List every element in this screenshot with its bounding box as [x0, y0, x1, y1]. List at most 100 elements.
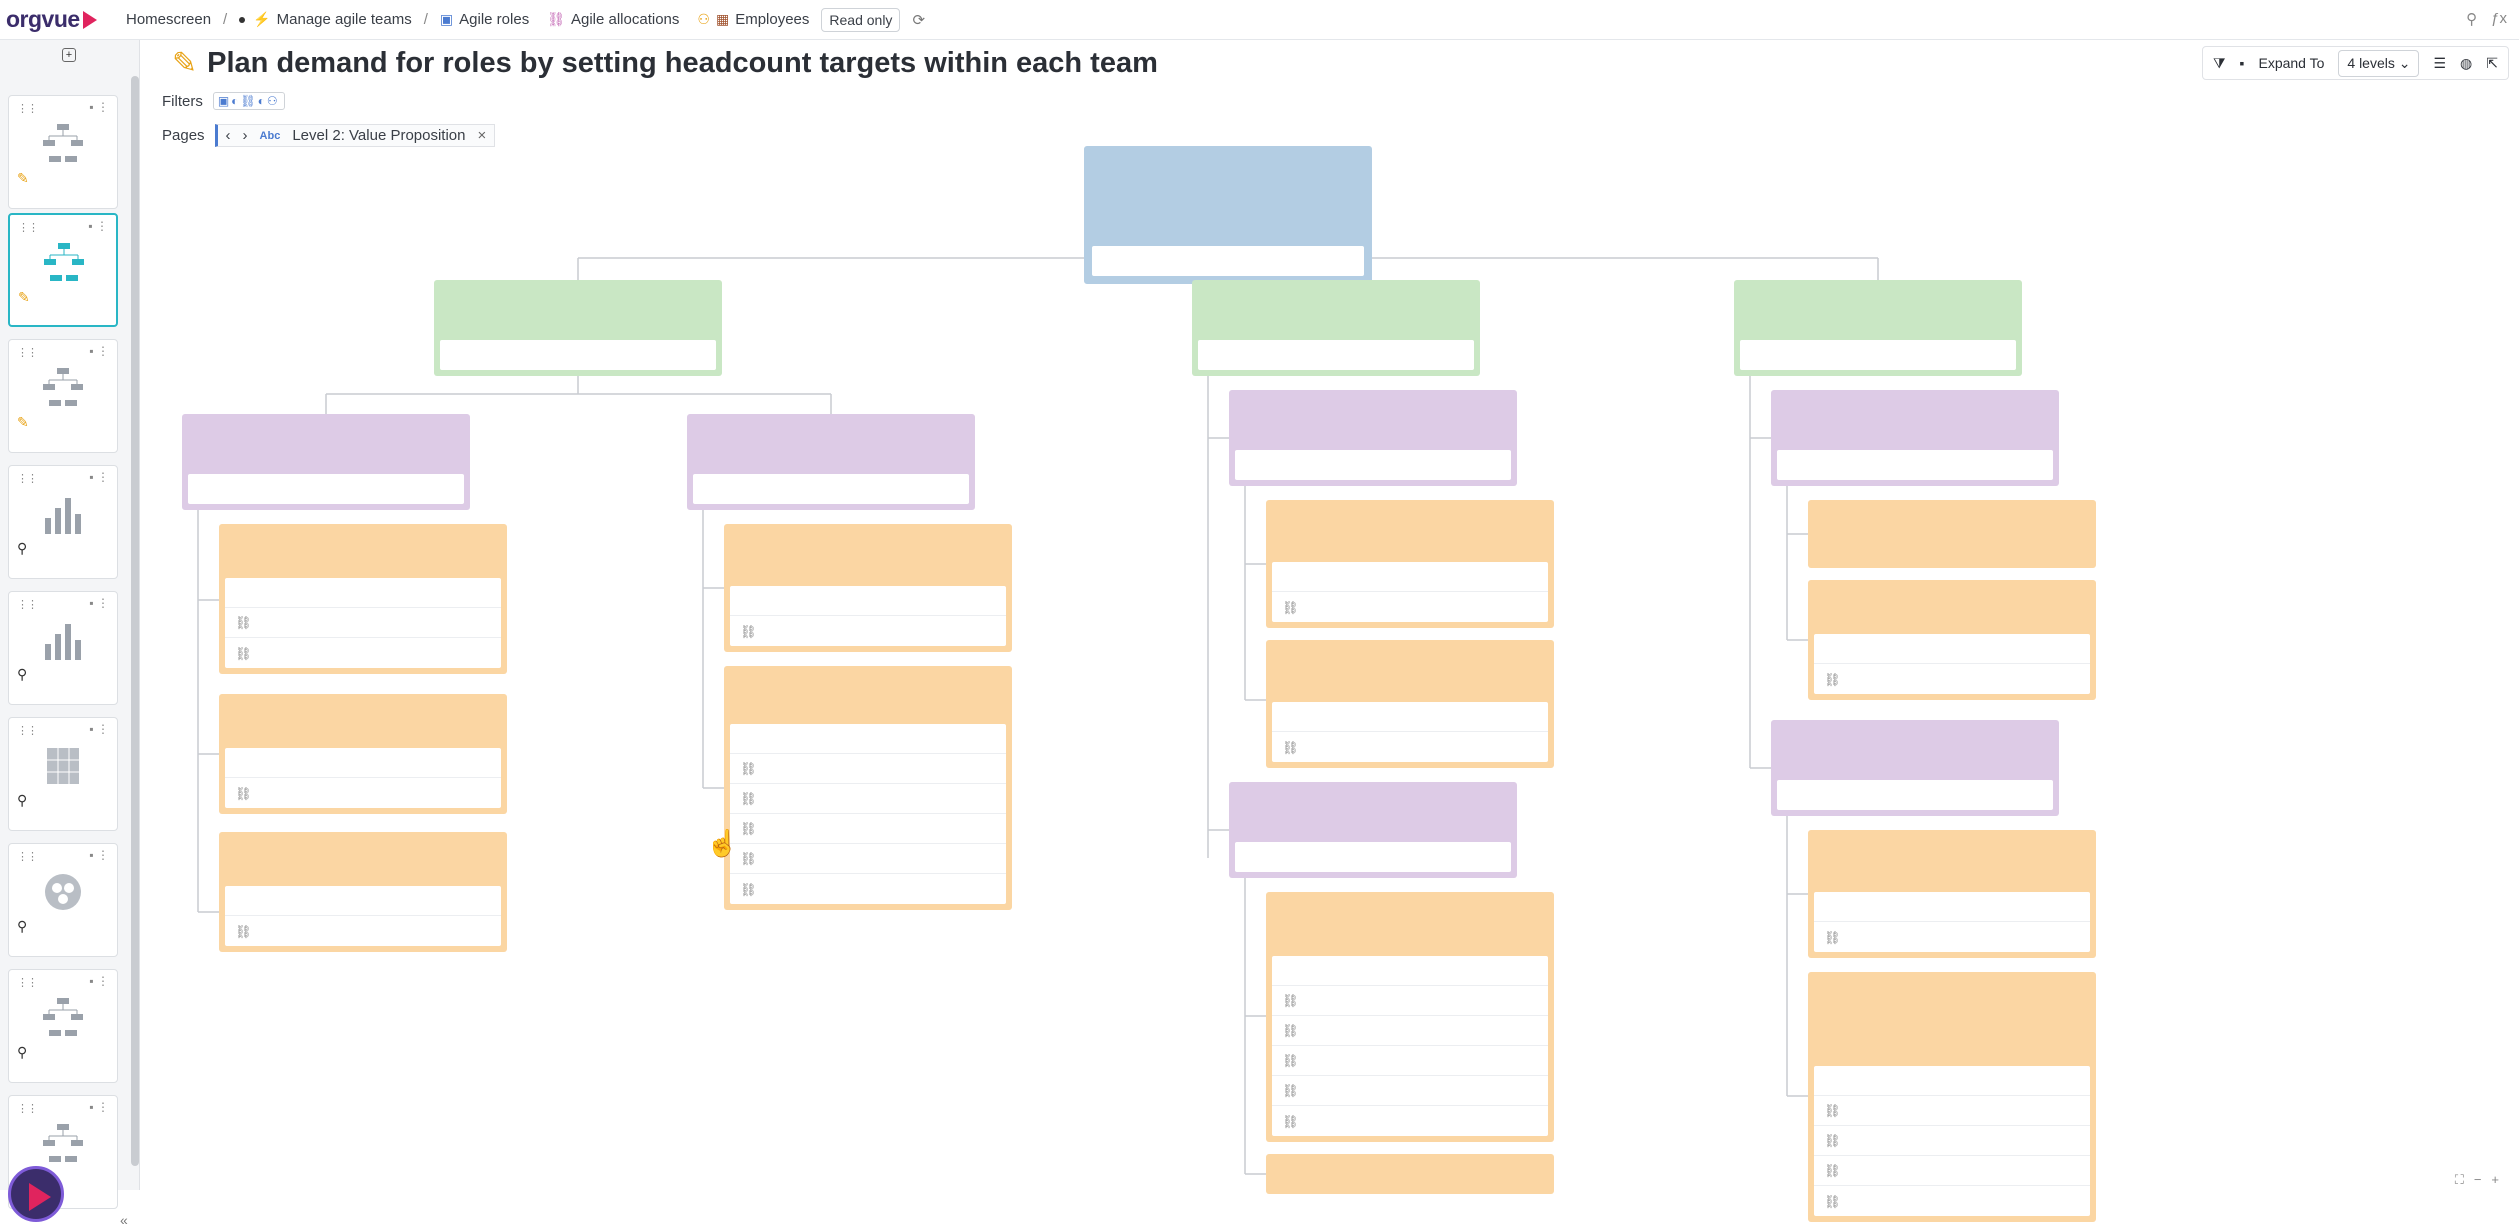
chapter-node[interactable] [1771, 720, 2059, 816]
drag-handle-icon[interactable]: ⋮⋮ [17, 473, 38, 485]
person-row[interactable]: ⛓ [1272, 1046, 1548, 1076]
sidebar-scrollbar[interactable] [131, 76, 139, 1166]
card-actions-icon[interactable]: ▪ ⋮ [89, 344, 109, 358]
expand-levels-select[interactable]: 4 levels ⌄ [2338, 49, 2420, 77]
person-row[interactable]: ⛓ [730, 874, 1006, 904]
person-row[interactable]: ⛓ [1814, 1126, 2090, 1156]
sidebar-page-card[interactable]: ⋮⋮ ▪ ⋮ ✎ [8, 95, 118, 209]
node-title [1229, 782, 1517, 792]
zoom-out-icon[interactable]: − [2473, 1172, 2482, 1187]
export-icon[interactable]: ⇱ [2486, 54, 2498, 71]
person-row[interactable]: ⛓ [730, 616, 1006, 646]
chapter-node[interactable] [1229, 390, 1517, 486]
role-node[interactable] [1808, 500, 2096, 568]
card-actions-icon[interactable]: ▪ ⋮ [88, 219, 108, 233]
drag-handle-icon[interactable]: ⋮⋮ [17, 725, 38, 737]
sidebar-page-card[interactable]: ⋮⋮ ▪ ⋮ ⚲ [8, 591, 118, 705]
breadcrumb-agile-allocations[interactable]: ⛓ Agile allocations [547, 11, 680, 28]
sidebar-page-card[interactable]: ⋮⋮ ▪ ⋮ ⚲ [8, 969, 118, 1083]
person-row[interactable]: ⛓ [225, 778, 501, 808]
person-row[interactable]: ⛓ [1272, 1106, 1548, 1136]
role-node[interactable]: ⛓ [1266, 640, 1554, 768]
person-row[interactable]: ⛓ [1814, 1156, 2090, 1186]
family-node[interactable] [1084, 146, 1372, 284]
card-actions-icon[interactable]: ▪ ⋮ [89, 848, 109, 862]
drag-handle-icon[interactable]: ⋮⋮ [17, 599, 38, 611]
refresh-icon[interactable]: ⟳ [912, 11, 926, 29]
chapter-node[interactable] [1771, 390, 2059, 486]
page-selector[interactable]: ‹ › Abc Level 2: Value Proposition × [214, 124, 496, 147]
formula-icon[interactable]: ƒx [2491, 10, 2507, 27]
user-icon[interactable]: ⚲ [2466, 11, 2478, 28]
drag-handle-icon[interactable]: ⋮⋮ [17, 1103, 38, 1115]
filter-chips-icon[interactable]: ▣◐⛓◐⚇ [212, 92, 285, 110]
avatar[interactable] [8, 1166, 64, 1222]
person-row[interactable]: ⛓ [730, 754, 1006, 784]
role-node[interactable]: ⛓ ⛓ ⛓ ⛓ ⛓ [724, 666, 1012, 910]
chapter-node[interactable] [687, 414, 975, 510]
card-actions-icon[interactable]: ▪ ⋮ [89, 722, 109, 736]
person-row[interactable]: ⛓ [730, 814, 1006, 844]
breadcrumb-homescreen[interactable]: Homescreen [126, 11, 212, 28]
drag-handle-icon[interactable]: ⋮⋮ [17, 347, 38, 359]
chapter-node[interactable] [1229, 782, 1517, 878]
sidebar-page-card[interactable]: ⋮⋮ ▪ ⋮ ✎ [8, 213, 118, 327]
role-node[interactable]: ⛓ [219, 694, 507, 814]
person-row[interactable]: ⛓ [1814, 664, 2090, 694]
card-actions-icon[interactable]: ▪ ⋮ [89, 596, 109, 610]
clear-page-icon[interactable]: × [477, 127, 487, 144]
person-row[interactable]: ⛓ [1272, 592, 1548, 622]
person-row[interactable]: ⛓ [1272, 1076, 1548, 1106]
person-row[interactable]: ⛓ [730, 784, 1006, 814]
person-row[interactable]: ⛓ [1272, 732, 1548, 762]
filter-icon[interactable]: ⧩ [2213, 54, 2226, 71]
palette-icon[interactable]: ◍ [2460, 54, 2473, 71]
breadcrumb-agile-roles[interactable]: ▣ Agile roles [439, 11, 530, 28]
drag-handle-icon[interactable]: ⋮⋮ [17, 103, 38, 115]
card-actions-icon[interactable]: ▪ ⋮ [89, 470, 109, 484]
card-actions-icon[interactable]: ▪ ⋮ [89, 1100, 109, 1114]
person-row[interactable]: ⛓ [225, 608, 501, 638]
card-actions-icon[interactable]: ▪ ⋮ [89, 100, 109, 114]
sidebar-page-card[interactable]: ⋮⋮ ▪ ⋮ ⚲ [8, 717, 118, 831]
chapter-node[interactable] [182, 414, 470, 510]
sidebar-page-card[interactable]: ⋮⋮ ▪ ⋮ ✎ [8, 339, 118, 453]
card-actions-icon[interactable]: ▪ ⋮ [89, 974, 109, 988]
drag-handle-icon[interactable]: ⋮⋮ [18, 222, 39, 234]
team-node[interactable] [1734, 280, 2022, 376]
breadcrumb-employees[interactable]: ⚇ ▦ Employees [697, 11, 810, 28]
role-node[interactable]: ⛓ [1808, 830, 2096, 958]
fit-icon[interactable]: ⛶ [2454, 1172, 2464, 1187]
drag-handle-icon[interactable]: ⋮⋮ [17, 851, 38, 863]
person-row[interactable]: ⛓ [1814, 922, 2090, 952]
collapse-sidebar-icon[interactable]: « [120, 1212, 128, 1228]
orgvue-logo[interactable]: orgvue [6, 6, 104, 33]
comment-icon[interactable]: ▪ [2239, 55, 2245, 71]
role-node[interactable] [1266, 1154, 1554, 1194]
sidebar-page-card[interactable]: ⋮⋮ ▪ ⋮ ⚲ [8, 465, 118, 579]
breadcrumb-manage-agile-teams[interactable]: ⚡ Manage agile teams [239, 11, 412, 28]
role-node[interactable]: ⛓ [219, 832, 507, 952]
person-row[interactable]: ⛓ [225, 916, 501, 946]
role-node[interactable]: ⛓ [1808, 580, 2096, 700]
prev-page-icon[interactable]: ‹ [225, 127, 231, 144]
add-page-icon[interactable]: + [62, 48, 76, 62]
person-row[interactable]: ⛓ [1272, 1016, 1548, 1046]
sidebar-page-card[interactable]: ⋮⋮ ▪ ⋮ ⚲ [8, 843, 118, 957]
person-row[interactable]: ⛓ [1814, 1186, 2090, 1216]
person-row[interactable]: ⛓ [1272, 986, 1548, 1016]
team-node[interactable] [434, 280, 722, 376]
list-icon[interactable]: ☰ [2433, 54, 2447, 71]
person-row[interactable]: ⛓ [1814, 1096, 2090, 1126]
zoom-in-icon[interactable]: + [2491, 1172, 2499, 1187]
role-node[interactable]: ⛓ [724, 524, 1012, 652]
role-node[interactable]: ⛓ ⛓ ⛓ ⛓ ⛓ [1266, 892, 1554, 1142]
next-page-icon[interactable]: › [242, 127, 248, 144]
person-row[interactable]: ⛓ [730, 844, 1006, 874]
team-node[interactable] [1192, 280, 1480, 376]
person-row[interactable]: ⛓ [225, 638, 501, 668]
role-node[interactable]: ⛓ ⛓ ⛓ ⛓ [1808, 972, 2096, 1222]
role-node[interactable]: ⛓ [1266, 500, 1554, 628]
role-node[interactable]: ⛓ ⛓ [219, 524, 507, 674]
drag-handle-icon[interactable]: ⋮⋮ [17, 977, 38, 989]
